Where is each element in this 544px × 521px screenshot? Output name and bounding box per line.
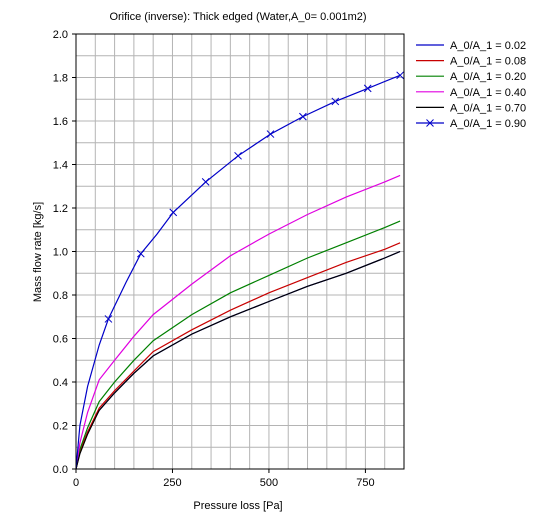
y-tick-label: 0.8 [53, 290, 68, 302]
legend-label: A_0/A_1 = 0.02 [450, 40, 526, 52]
x-marker [266, 130, 275, 138]
legend-entry: A_0/A_1 = 0.90 [416, 118, 526, 130]
axis-ticks: 0 250 500 750 0.0 0.2 0.4 0.6 0.8 1.0 1.2 1.4 1.6 1.8… [53, 29, 375, 489]
legend-label: A_0/A_1 = 0.40 [450, 87, 526, 99]
series-line-4 [75, 250, 401, 470]
legend-entry: A_0/A_1 = 0.02 [416, 40, 526, 52]
legend: A_0/A_1 = 0.02 A_0/A_1 = 0.08 A_0/A_1 = 0.… [416, 40, 526, 130]
x-marker [201, 178, 210, 186]
series-line-2 [75, 220, 401, 470]
y-tick-label: 1.0 [53, 247, 68, 259]
x-marker [426, 119, 434, 127]
x-tick-label: 750 [356, 477, 374, 489]
x-tick-label: 500 [260, 477, 278, 489]
y-tick-label: 0.2 [53, 421, 68, 433]
series-line-1 [75, 242, 401, 470]
y-tick-label: 1.6 [53, 116, 68, 128]
legend-label: A_0/A_1 = 0.70 [450, 102, 526, 114]
x-tick-label: 250 [163, 477, 181, 489]
series-line-3 [75, 174, 401, 470]
y-tick-label: 1.8 [53, 73, 68, 85]
x-axis-label: Pressure loss [Pa] [193, 500, 282, 512]
legend-label: A_0/A_1 = 0.08 [450, 56, 526, 68]
x-marker [299, 112, 307, 121]
x-tick-label: 0 [73, 477, 79, 489]
legend-entry: A_0/A_1 = 0.20 [416, 71, 526, 83]
legend-entry: A_0/A_1 = 0.70 [416, 102, 526, 114]
y-tick-label: 1.4 [53, 160, 68, 172]
y-tick-label: 0.0 [53, 464, 68, 476]
legend-label: A_0/A_1 = 0.20 [450, 71, 526, 83]
y-tick-label: 2.0 [53, 29, 68, 41]
legend-label: A_0/A_1 = 0.90 [450, 118, 526, 130]
grid [76, 34, 404, 469]
y-tick-label: 0.4 [53, 377, 68, 389]
y-axis-label: Mass flow rate [kg/s] [32, 202, 44, 302]
x-marker [363, 84, 372, 93]
x-marker [396, 71, 404, 80]
y-tick-label: 0.6 [53, 334, 68, 346]
x-marker [331, 97, 340, 106]
series-group [75, 71, 404, 470]
x-marker [169, 208, 178, 217]
x-marker [136, 249, 145, 258]
x-marker [104, 315, 113, 323]
x-marker [234, 151, 242, 160]
chart-title: Orifice (inverse): Thick edged (Water,A_… [109, 11, 366, 23]
legend-entry: A_0/A_1 = 0.40 [416, 87, 526, 99]
y-tick-label: 1.2 [53, 203, 68, 215]
series-line-5 [75, 74, 401, 470]
legend-entry: A_0/A_1 = 0.08 [416, 56, 526, 68]
